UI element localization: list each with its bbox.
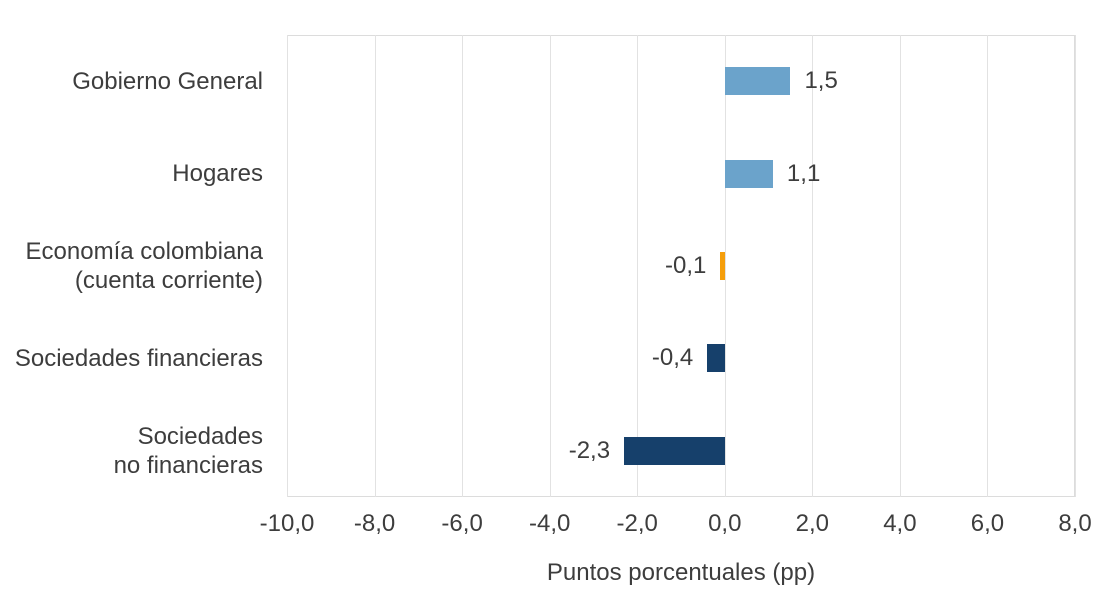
gridline [637, 35, 639, 497]
bar [720, 252, 725, 280]
gridline [724, 35, 726, 497]
gridline [899, 35, 901, 497]
bar [724, 159, 773, 188]
category-label-line: (cuenta corriente) [74, 267, 263, 294]
category-label-line: Hogares [172, 160, 263, 188]
value-label: -0,4 [651, 344, 694, 372]
gridline [1075, 35, 1076, 497]
x-tick-label: 0,0 [708, 510, 742, 537]
x-tick-label: -10,0 [259, 510, 315, 537]
category-label: Sociedades financieras [0, 344, 263, 373]
category-label-line: Sociedades [137, 422, 263, 450]
gridline [987, 35, 989, 497]
x-tick-label: -8,0 [353, 510, 396, 537]
category-label: Gobierno General [0, 67, 263, 96]
value-label: 1,5 [804, 67, 838, 95]
plot-area [287, 35, 1075, 497]
category-label: Economía colombiana (cuenta corriente) [0, 237, 263, 295]
x-tick-label: 2,0 [795, 510, 830, 537]
value-label: -2,3 [568, 436, 611, 464]
x-tick-label: 8,0 [1058, 510, 1092, 537]
x-axis-title: Puntos porcentuales (pp) [546, 559, 816, 586]
gridline [374, 35, 376, 497]
category-label-line: Economía colombiana [25, 238, 263, 265]
gridline [287, 35, 288, 497]
category-label-line: Sociedades financieras [14, 344, 263, 372]
category-label: Sociedades no financieras [0, 422, 263, 480]
gridline [812, 35, 814, 497]
gridline [462, 35, 464, 497]
bar [624, 436, 725, 465]
x-tick-label: -4,0 [528, 510, 571, 537]
x-tick-label: -6,0 [441, 510, 483, 537]
x-tick-label: 6,0 [970, 510, 1005, 537]
value-label: 1,1 [786, 159, 821, 187]
bar [707, 344, 725, 373]
category-label-line: Gobierno General [72, 67, 263, 95]
category-label-line: no financieras [113, 451, 263, 479]
x-tick-label: -2,0 [616, 510, 658, 537]
gridline [549, 35, 551, 497]
category-label: Hogares [0, 159, 263, 188]
value-label: -0,1 [665, 252, 707, 279]
x-tick-label: 4,0 [883, 510, 917, 537]
bar [724, 67, 791, 96]
